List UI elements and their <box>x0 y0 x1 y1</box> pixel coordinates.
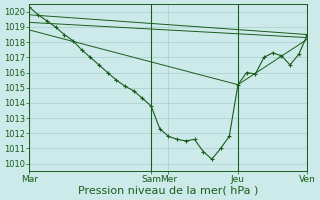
X-axis label: Pression niveau de la mer( hPa ): Pression niveau de la mer( hPa ) <box>78 186 259 196</box>
